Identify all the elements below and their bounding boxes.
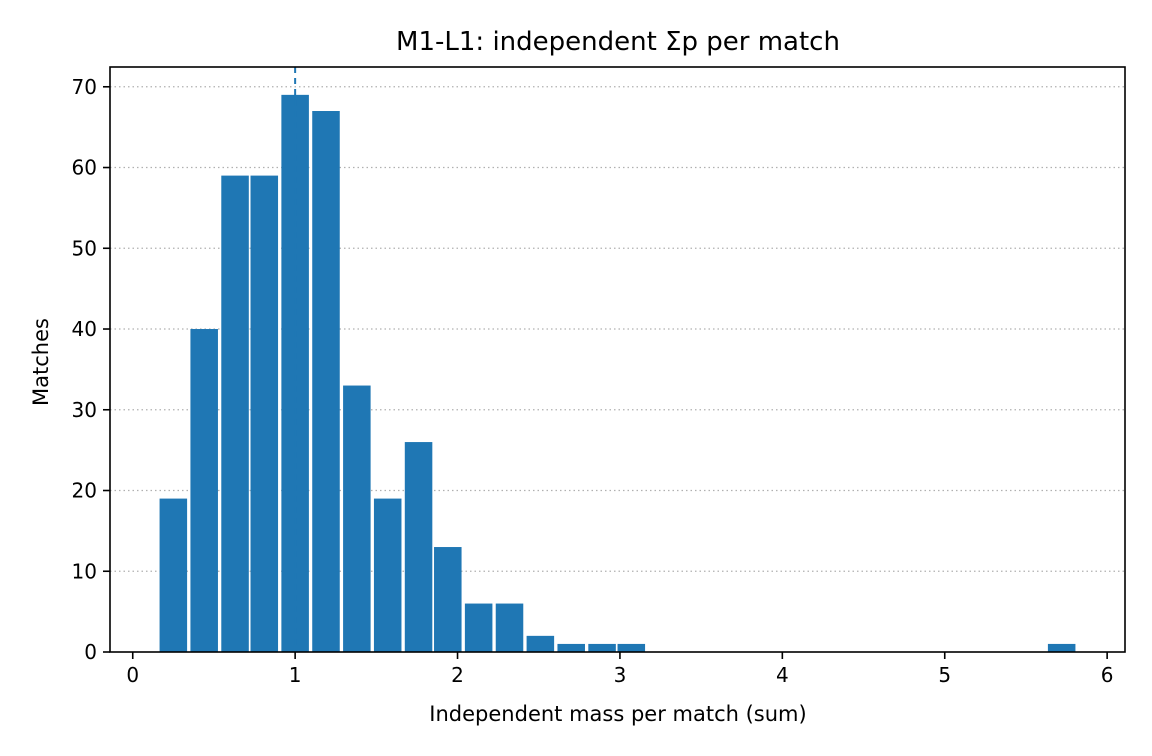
histogram-bars — [159, 94, 1076, 653]
x-tick-label: 0 — [126, 663, 139, 687]
chart-title: M1-L1: independent Σp per match — [396, 27, 840, 57]
y-tick-label: 50 — [72, 236, 97, 260]
x-tick-label: 3 — [614, 663, 627, 687]
y-tick-label: 10 — [72, 559, 97, 583]
histogram-bar — [495, 603, 524, 652]
histogram-bar — [159, 498, 188, 652]
histogram-bar — [404, 442, 433, 652]
histogram-bar — [250, 175, 279, 652]
x-tick-label: 2 — [451, 663, 464, 687]
y-axis-ticks: 0 10 20 30 40 50 60 70 — [72, 75, 110, 664]
x-axis-ticks: 0 1 2 3 4 5 6 — [126, 652, 1114, 687]
histogram-bar — [343, 385, 371, 652]
y-tick-label: 30 — [72, 398, 97, 422]
y-tick-label: 20 — [72, 479, 97, 503]
y-tick-label: 0 — [84, 640, 97, 664]
histogram-bar — [312, 111, 340, 652]
y-axis-label: Matches — [29, 318, 53, 406]
histogram-bar — [526, 635, 555, 652]
x-tick-label: 6 — [1101, 663, 1114, 687]
histogram-bar — [1047, 643, 1076, 652]
x-tick-label: 5 — [938, 663, 951, 687]
histogram-bar — [190, 329, 218, 652]
histogram-bar — [617, 643, 646, 652]
y-tick-label: 40 — [72, 317, 97, 341]
histogram-bar — [434, 547, 462, 652]
histogram-bar — [221, 175, 249, 652]
y-tick-label: 70 — [72, 75, 97, 99]
histogram-bar — [373, 498, 402, 652]
histogram-bar — [588, 643, 616, 652]
x-tick-label: 4 — [776, 663, 789, 687]
histogram-bar — [464, 603, 493, 652]
x-tick-label: 1 — [289, 663, 302, 687]
histogram-bar — [281, 94, 309, 653]
histogram-bar — [557, 643, 585, 652]
x-axis-label: Independent mass per match (sum) — [429, 702, 806, 726]
plot-area-frame — [109, 66, 1126, 653]
y-tick-label: 60 — [72, 156, 97, 180]
